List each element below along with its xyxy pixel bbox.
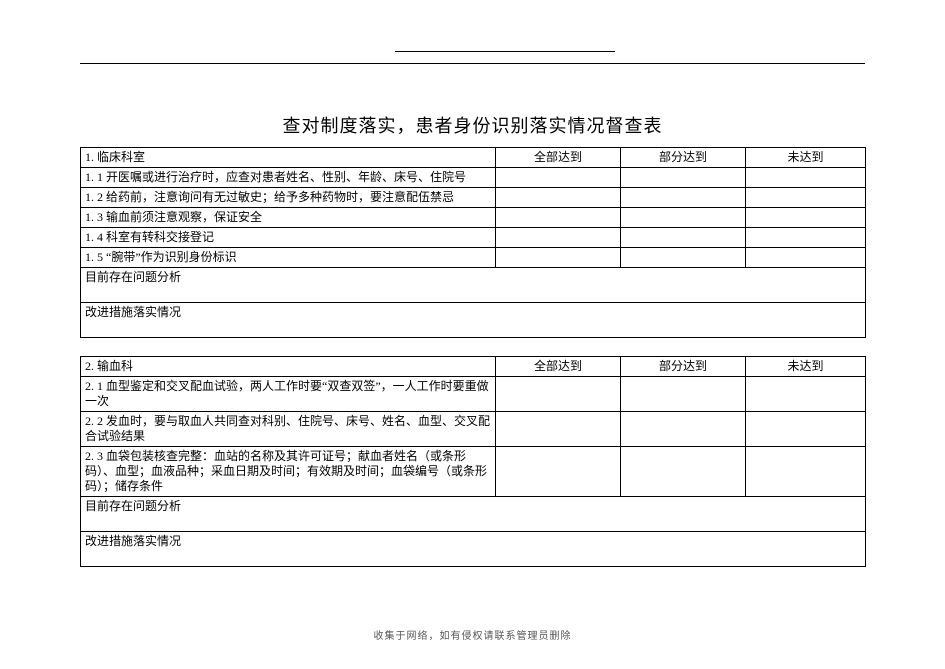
cell-partial [621, 228, 746, 248]
cell-partial [621, 377, 746, 412]
col-header-full: 全部达到 [496, 357, 621, 377]
cell-full [496, 208, 621, 228]
table-row: 1. 4 科室有转科交接登记 [81, 228, 866, 248]
cell-partial [621, 412, 746, 447]
cell-none [746, 447, 866, 497]
cell-partial [621, 188, 746, 208]
col-header-partial: 部分达到 [621, 357, 746, 377]
cell-partial [621, 447, 746, 497]
cell-full [496, 377, 621, 412]
cell-none [746, 248, 866, 268]
header-rule [80, 63, 865, 64]
table-clinical: 1. 临床科室 全部达到 部分达到 未达到 1. 1 开医嘱或进行治疗时，应查对… [80, 147, 866, 338]
table-row: 1. 3 输血前须注意观察，保证安全 [81, 208, 866, 228]
table-row: 2. 3 血袋包装核查完整：血站的名称及其许可证号；献血者姓名（或条形码）、血型… [81, 447, 866, 497]
item-label: 2. 2 发血时，要与取血人共同查对科别、住院号、床号、姓名、血型、交叉配合试验… [81, 412, 496, 447]
cell-partial [621, 208, 746, 228]
page: 查对制度落实，患者身份识别落实情况督查表 1. 临床科室 全部达到 部分达到 未… [0, 0, 945, 669]
cell-none [746, 377, 866, 412]
header-accent-rule [395, 51, 615, 52]
cell-none [746, 208, 866, 228]
col-header-full: 全部达到 [496, 148, 621, 168]
cell-partial [621, 168, 746, 188]
item-label: 1. 3 输血前须注意观察，保证安全 [81, 208, 496, 228]
cell-full [496, 188, 621, 208]
table-row: 2. 1 血型鉴定和交叉配血试验，两人工作时要“双查双签”，一人工作时要重做一次 [81, 377, 866, 412]
cell-full [496, 228, 621, 248]
analysis-label: 目前存在问题分析 [81, 497, 866, 532]
section-header: 1. 临床科室 [81, 148, 496, 168]
cell-full [496, 168, 621, 188]
cell-none [746, 188, 866, 208]
item-label: 2. 3 血袋包装核查完整：血站的名称及其许可证号；献血者姓名（或条形码）、血型… [81, 447, 496, 497]
cell-none [746, 412, 866, 447]
section-header: 2. 输血科 [81, 357, 496, 377]
col-header-none: 未达到 [746, 357, 866, 377]
item-label: 1. 4 科室有转科交接登记 [81, 228, 496, 248]
document-title: 查对制度落实，患者身份识别落实情况督查表 [0, 112, 945, 138]
footer-note: 收集于网络，如有侵权请联系管理员删除 [0, 627, 945, 642]
col-header-none: 未达到 [746, 148, 866, 168]
analysis-row: 目前存在问题分析 [81, 497, 866, 532]
cell-full [496, 447, 621, 497]
item-label: 1. 2 给药前，注意询问有无过敏史；给予多种药物时，要注意配伍禁忌 [81, 188, 496, 208]
col-header-partial: 部分达到 [621, 148, 746, 168]
improvement-row: 改进措施落实情况 [81, 303, 866, 338]
analysis-row: 目前存在问题分析 [81, 268, 866, 303]
cell-full [496, 412, 621, 447]
item-label: 1. 1 开医嘱或进行治疗时，应查对患者姓名、性别、年龄、床号、住院号 [81, 168, 496, 188]
table-header-row: 1. 临床科室 全部达到 部分达到 未达到 [81, 148, 866, 168]
analysis-label: 目前存在问题分析 [81, 268, 866, 303]
table-transfusion: 2. 输血科 全部达到 部分达到 未达到 2. 1 血型鉴定和交叉配血试验，两人… [80, 356, 866, 567]
improvement-label: 改进措施落实情况 [81, 532, 866, 567]
improvement-row: 改进措施落实情况 [81, 532, 866, 567]
table-row: 1. 2 给药前，注意询问有无过敏史；给予多种药物时，要注意配伍禁忌 [81, 188, 866, 208]
cell-partial [621, 248, 746, 268]
table-row: 2. 2 发血时，要与取血人共同查对科别、住院号、床号、姓名、血型、交叉配合试验… [81, 412, 866, 447]
cell-full [496, 248, 621, 268]
table-row: 1. 5 “腕带”作为识别身份标识 [81, 248, 866, 268]
table-header-row: 2. 输血科 全部达到 部分达到 未达到 [81, 357, 866, 377]
improvement-label: 改进措施落实情况 [81, 303, 866, 338]
cell-none [746, 168, 866, 188]
cell-none [746, 228, 866, 248]
item-label: 2. 1 血型鉴定和交叉配血试验，两人工作时要“双查双签”，一人工作时要重做一次 [81, 377, 496, 412]
table-row: 1. 1 开医嘱或进行治疗时，应查对患者姓名、性别、年龄、床号、住院号 [81, 168, 866, 188]
item-label: 1. 5 “腕带”作为识别身份标识 [81, 248, 496, 268]
